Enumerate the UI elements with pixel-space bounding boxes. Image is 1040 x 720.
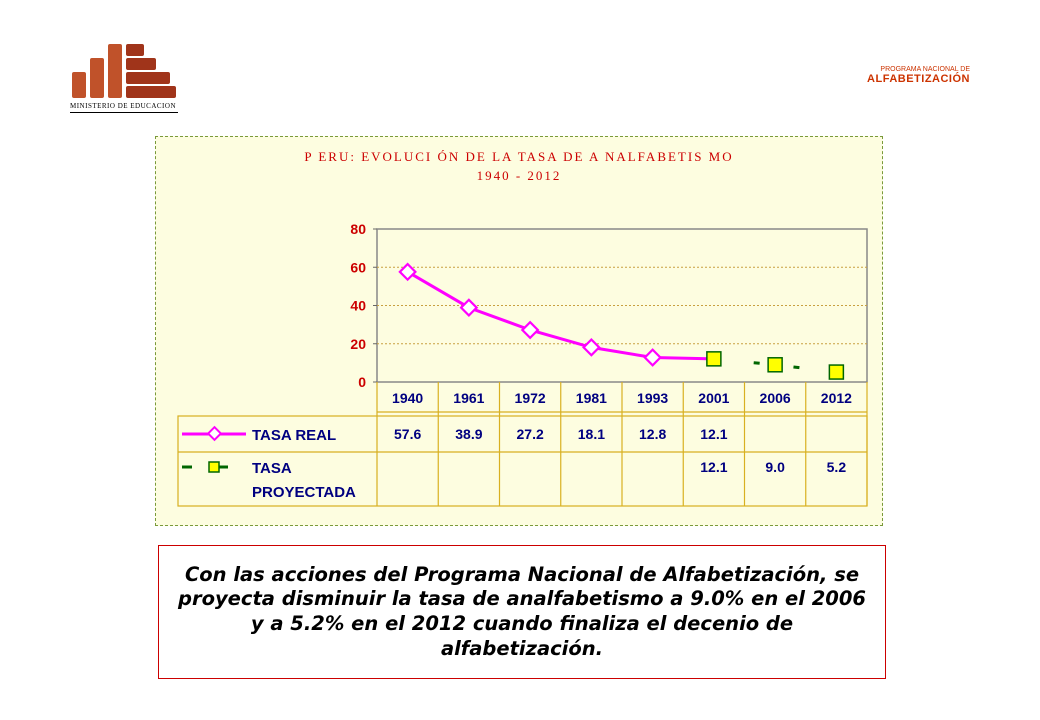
data-label: 27.2: [517, 426, 544, 442]
data-label: 18.1: [578, 426, 605, 442]
y-tick-label: 0: [358, 374, 366, 390]
y-tick-label: 20: [350, 336, 366, 352]
note-box: Con las acciones del Programa Nacional d…: [158, 545, 886, 679]
series-real-point: [582, 338, 601, 357]
series-real-point: [398, 262, 417, 282]
series-projected-point: [828, 364, 845, 380]
series-real-point: [520, 320, 540, 340]
data-label: 12.1: [700, 426, 727, 442]
ministry-caption: MINISTERIO DE EDUCACION: [70, 102, 178, 113]
x-tick-label: 2006: [760, 390, 791, 406]
legend-label-proj: TASA: [252, 460, 292, 477]
chart-title: P ERU: EVOLUCI ÓN DE LA TASA DE A NALFAB…: [304, 149, 734, 164]
series-real-point: [459, 298, 479, 317]
x-tick-label: 2001: [698, 390, 729, 406]
chart-panel: [155, 136, 883, 526]
y-tick-label: 80: [350, 221, 366, 237]
x-tick-label: 1940: [392, 390, 423, 406]
chart-subtitle: 1940 - 2012: [476, 168, 562, 183]
note-text: Con las acciones del Programa Nacional d…: [178, 562, 866, 660]
series-projected-point: [706, 351, 722, 367]
data-label: 12.1: [700, 459, 727, 475]
data-label: 38.9: [455, 426, 482, 442]
y-tick-label: 40: [350, 298, 366, 314]
data-label: 57.6: [394, 426, 421, 442]
data-label: 9.0: [765, 459, 785, 475]
x-tick-label: 1993: [637, 390, 668, 406]
program-label: PROGRAMA NACIONAL DE ALFABETIZACIÓN: [820, 66, 970, 85]
x-tick-label: 1972: [515, 390, 546, 406]
legend-label-proj: PROYECTADA: [252, 484, 356, 501]
legend-key-proj-marker: [208, 461, 220, 473]
series-real-line: [406, 270, 714, 361]
data-label: 12.8: [639, 426, 666, 442]
program-label-line1: PROGRAMA NACIONAL DE: [880, 66, 970, 73]
ministry-logo: [72, 44, 176, 98]
data-label: 5.2: [827, 459, 847, 475]
series-projected-point: [767, 357, 783, 373]
series-real-point: [643, 348, 662, 367]
x-tick-label: 2012: [821, 390, 852, 406]
x-tick-label: 1981: [576, 390, 607, 406]
program-label-line2: ALFABETIZACIÓN: [867, 73, 970, 85]
legend-label-real: TASA REAL: [252, 427, 336, 444]
y-tick-label: 60: [350, 259, 366, 275]
x-tick-label: 1961: [453, 390, 484, 406]
legend-key-real-marker: [206, 425, 223, 442]
